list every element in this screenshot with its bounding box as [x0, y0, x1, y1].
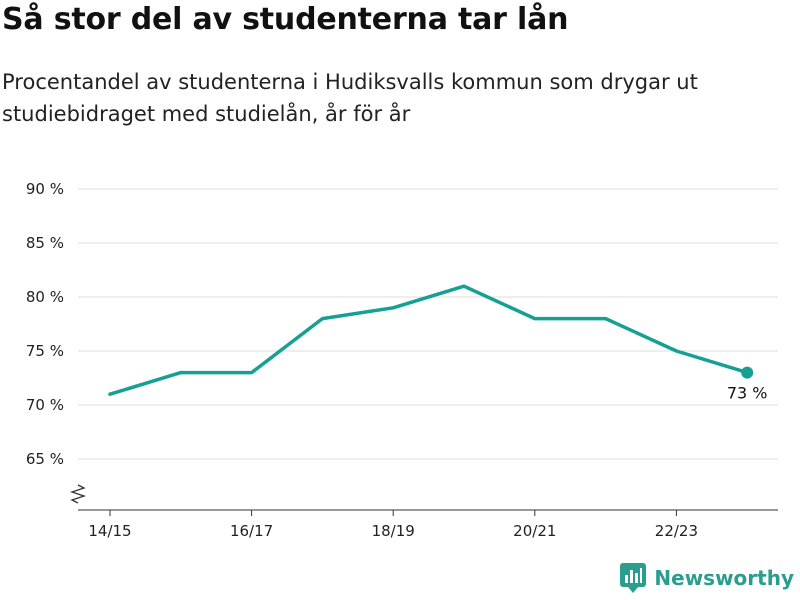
brand-name: Newsworthy: [654, 566, 794, 590]
x-tick-label: 14/15: [88, 522, 131, 540]
y-tick-label: 90 %: [26, 180, 64, 198]
chart-title: Så stor del av studenterna tar lån: [2, 2, 569, 37]
x-tick-label: 22/23: [655, 522, 698, 540]
x-tick-label: 18/19: [372, 522, 415, 540]
labels: 65 % 70 % 75 % 80 % 85 % 90 % 14/15 16/17 18/19 2…: [26, 180, 768, 540]
y-tick-label: 80 %: [26, 288, 64, 306]
last-point-marker: [741, 366, 754, 379]
y-axis-break-mark: [69, 484, 87, 504]
x-tick-label: 20/21: [513, 522, 556, 540]
last-value-label: 73 %: [727, 384, 768, 403]
newsworthy-brand: Newsworthy: [620, 562, 794, 594]
x-tick-label: 16/17: [230, 522, 273, 540]
newsworthy-logo-icon: [620, 563, 647, 593]
series: [108, 284, 754, 396]
axes: [69, 484, 778, 516]
series-line: [108, 284, 749, 396]
gridlines: [78, 188, 778, 460]
y-tick-label: 65 %: [26, 450, 64, 468]
chart-subtitle: Procentandel av studenterna i Hudiksvall…: [2, 70, 698, 126]
y-tick-label: 70 %: [26, 396, 64, 414]
y-tick-label: 85 %: [26, 234, 64, 252]
y-tick-label: 75 %: [26, 342, 64, 360]
